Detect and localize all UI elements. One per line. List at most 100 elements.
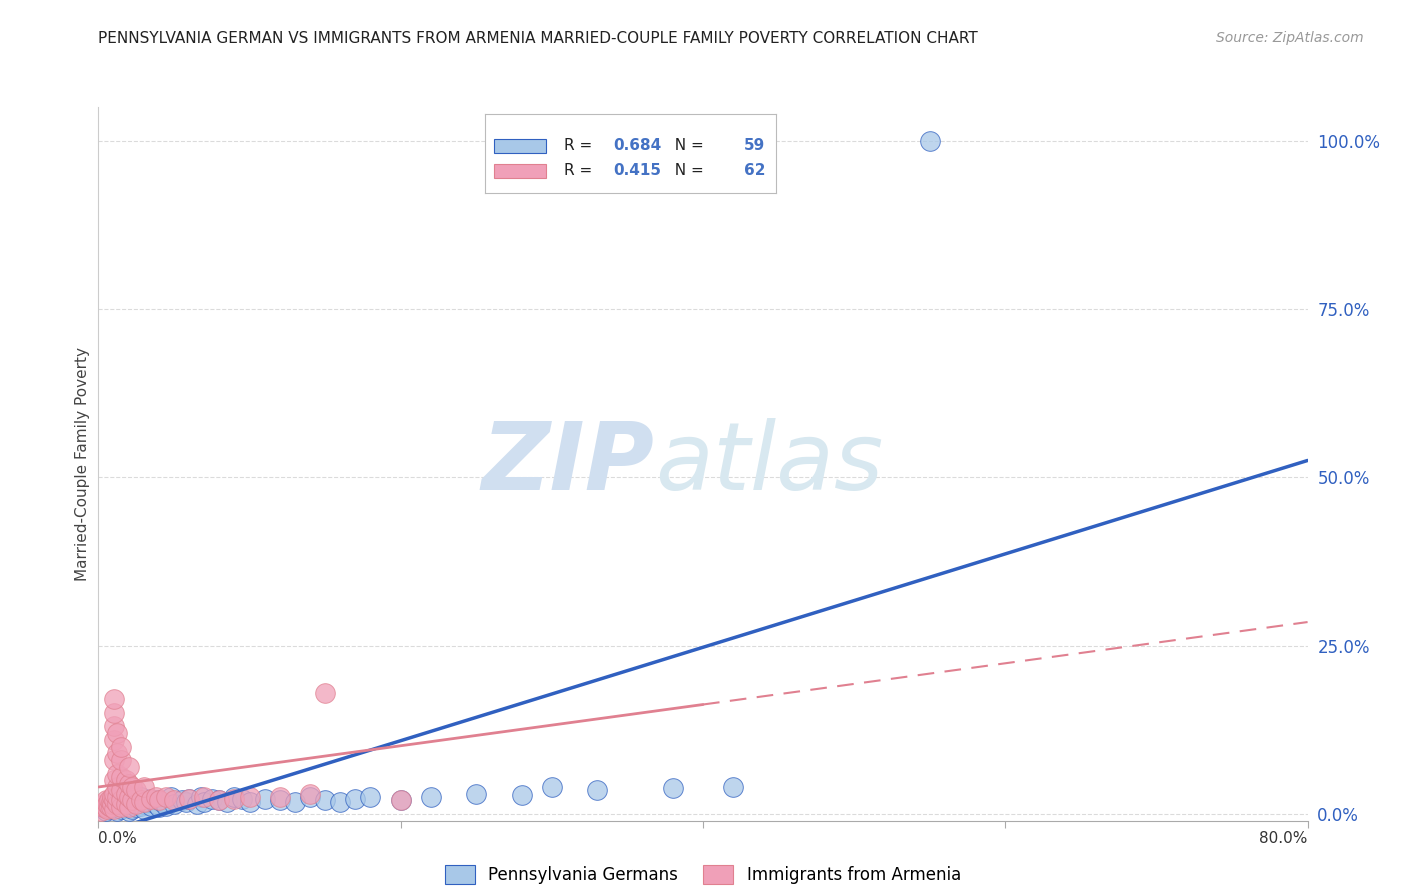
Point	[114, 787, 136, 801]
Text: ZIP: ZIP	[482, 417, 655, 510]
Point	[661, 781, 683, 796]
Point	[105, 797, 128, 811]
Point	[121, 793, 143, 807]
Text: atlas: atlas	[655, 418, 883, 509]
Point	[299, 790, 322, 805]
Point	[94, 800, 117, 814]
Point	[201, 792, 224, 806]
Point	[918, 134, 941, 148]
Point	[465, 787, 488, 801]
Point	[389, 793, 412, 807]
Point	[186, 797, 208, 811]
Point	[510, 788, 533, 802]
Point	[110, 739, 132, 754]
Point	[540, 780, 562, 794]
Point	[110, 797, 132, 811]
Point	[721, 780, 744, 794]
Point	[224, 790, 246, 805]
Point	[118, 760, 141, 774]
Point	[121, 797, 143, 811]
Text: Source: ZipAtlas.com: Source: ZipAtlas.com	[1216, 31, 1364, 45]
Point	[103, 800, 125, 814]
Point	[94, 804, 117, 818]
Point	[208, 793, 231, 807]
Point	[253, 792, 276, 806]
Point	[389, 793, 412, 807]
Point	[105, 790, 128, 805]
Point	[125, 800, 148, 814]
Point	[125, 783, 148, 797]
Point	[114, 773, 136, 788]
Point	[114, 797, 136, 811]
Point	[215, 795, 238, 809]
Point	[100, 801, 122, 815]
Point	[190, 790, 212, 805]
Point	[132, 801, 155, 815]
Point	[121, 801, 143, 815]
Point	[105, 780, 128, 794]
Point	[148, 793, 170, 807]
Point	[148, 800, 170, 814]
Point	[105, 747, 128, 761]
Point	[114, 795, 136, 809]
Point	[110, 770, 132, 784]
Point	[118, 800, 141, 814]
Point	[170, 793, 193, 807]
Point	[135, 795, 157, 809]
Point	[103, 793, 125, 807]
Point	[105, 726, 128, 740]
Point	[103, 732, 125, 747]
Point	[150, 795, 173, 809]
Point	[118, 798, 141, 813]
Point	[145, 790, 167, 805]
Point	[101, 790, 124, 805]
Point	[100, 800, 122, 814]
Point	[100, 795, 122, 809]
Point	[269, 790, 291, 805]
Point	[118, 776, 141, 790]
Point	[329, 795, 352, 809]
Point	[177, 792, 201, 806]
Point	[129, 798, 152, 813]
Point	[419, 790, 441, 805]
Point	[177, 792, 201, 806]
Point	[148, 793, 170, 807]
Point	[110, 793, 132, 807]
Point	[132, 780, 155, 794]
Point	[193, 795, 215, 809]
Point	[118, 804, 141, 818]
Point	[132, 795, 155, 809]
Point	[110, 801, 132, 815]
Point	[129, 790, 152, 805]
Point	[118, 790, 141, 805]
Legend: Pennsylvania Germans, Immigrants from Armenia: Pennsylvania Germans, Immigrants from Ar…	[439, 858, 967, 891]
Point	[586, 783, 609, 797]
Point	[163, 793, 186, 807]
Point	[110, 753, 132, 767]
Point	[132, 797, 155, 811]
Text: 80.0%: 80.0%	[1260, 831, 1308, 846]
Point	[125, 793, 148, 807]
Point	[98, 798, 121, 813]
Point	[284, 795, 307, 809]
Point	[103, 719, 125, 733]
Point	[103, 706, 125, 720]
Point	[91, 800, 114, 814]
Point	[145, 797, 167, 811]
Point	[103, 797, 125, 811]
Point	[129, 793, 152, 807]
Point	[208, 793, 231, 807]
Point	[299, 787, 322, 801]
Point	[155, 790, 177, 805]
Point	[96, 801, 118, 815]
Point	[105, 798, 128, 813]
Point	[103, 787, 125, 801]
Point	[110, 800, 132, 814]
Point	[224, 792, 246, 806]
Point	[101, 797, 124, 811]
Point	[193, 790, 215, 805]
Point	[94, 793, 117, 807]
Point	[141, 798, 163, 813]
Point	[110, 783, 132, 797]
Point	[141, 792, 163, 806]
